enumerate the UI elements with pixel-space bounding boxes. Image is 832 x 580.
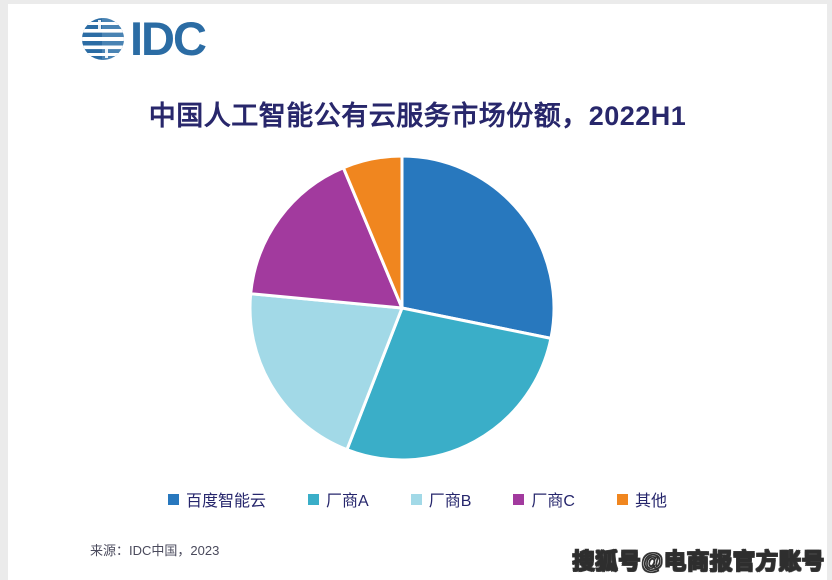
report-card: IDC 中国人工智能公有云服务市场份额，2022H1 百度智能云 厂商A 厂商B 厂商… (8, 4, 827, 580)
legend-swatch-icon (616, 493, 628, 505)
pie-slice-厂商A (345, 306, 553, 462)
legend-label: 百度智能云 (186, 493, 267, 510)
idc-logo: IDC (80, 12, 207, 65)
source-note: 来源：IDC中国，2023 (90, 543, 220, 558)
legend-label: 厂商B (428, 493, 472, 510)
legend-item-厂商A: 厂商A (308, 487, 369, 511)
legend-label: 其他 (634, 493, 667, 510)
legend-item-百度智能云: 百度智能云 (168, 487, 266, 511)
globe-icon (82, 18, 124, 60)
legend-item-其他: 其他 (616, 487, 667, 511)
chart-legend: 百度智能云 厂商A 厂商B 厂商C 其他 (8, 487, 827, 511)
pie-slice-厂商B (248, 292, 404, 452)
legend-swatch-icon (308, 493, 320, 505)
pie-slice-厂商C (249, 166, 404, 310)
legend-swatch-icon (513, 493, 525, 505)
legend-swatch-icon (410, 493, 422, 505)
legend-swatch-icon (168, 493, 180, 505)
pie-chart (248, 154, 556, 462)
legend-label: 厂商C (531, 493, 575, 510)
watermark-text: 搜狐号@电商报官方账号 (572, 548, 825, 574)
pie-slice-百度智能云 (400, 154, 556, 340)
legend-item-厂商B: 厂商B (410, 487, 472, 511)
pie-slice-其他 (341, 154, 404, 310)
legend-label: 厂商A (326, 493, 369, 510)
chart-title: 中国人工智能公有云服务市场份额，2022H1 (148, 101, 687, 131)
idc-logo-text: IDC (130, 12, 207, 65)
legend-item-厂商C: 厂商C (513, 487, 575, 511)
